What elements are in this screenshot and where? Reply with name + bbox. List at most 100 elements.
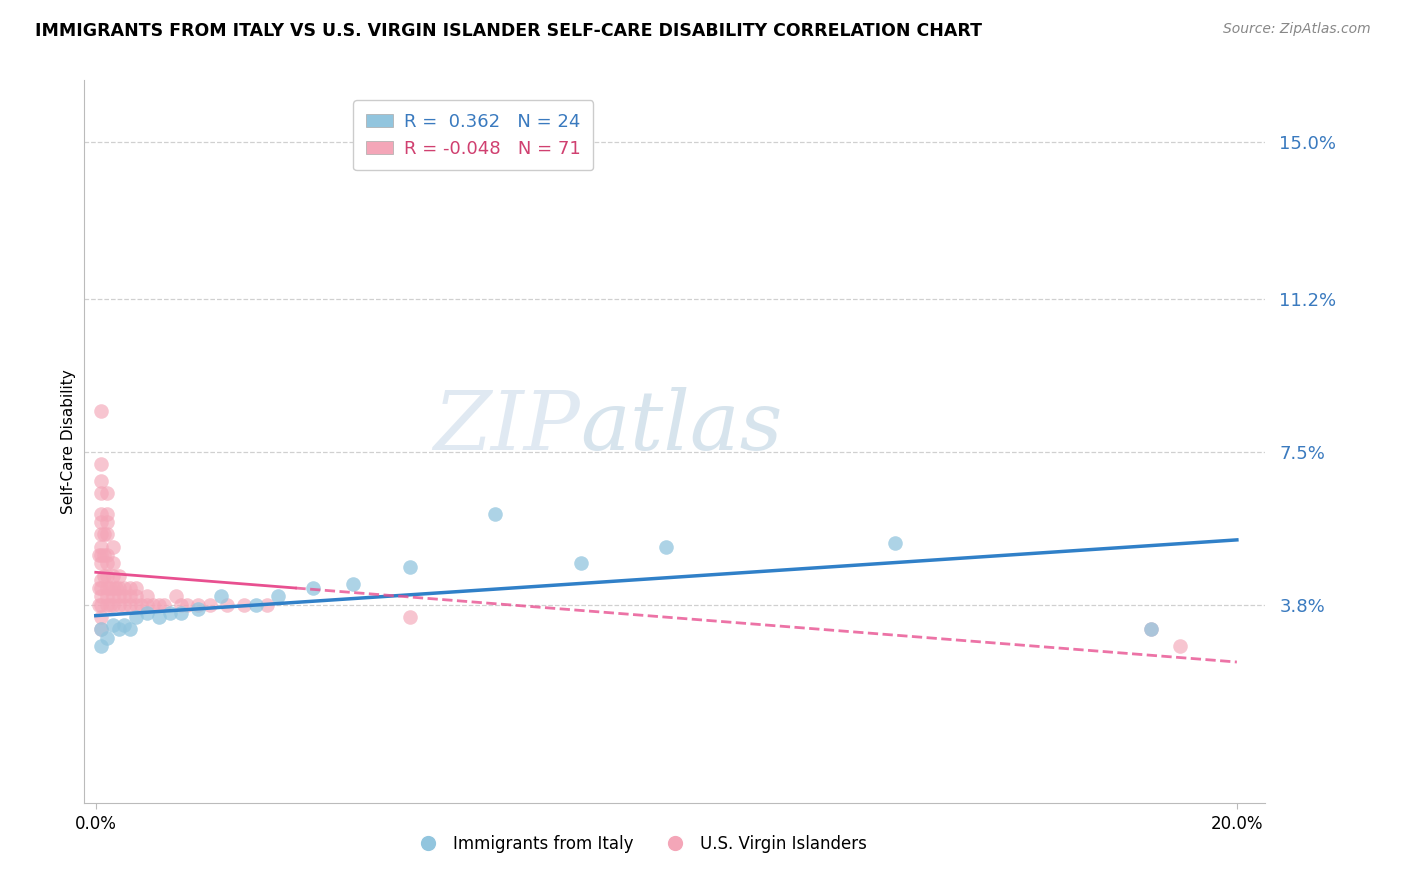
Point [342, 577, 364, 591]
Point [215, 598, 238, 612]
Point [104, 581, 127, 595]
Point [187, 601, 209, 615]
Point [96, 486, 118, 500]
Point [96, 515, 118, 529]
Point [90, 610, 112, 624]
Point [101, 540, 124, 554]
Point [125, 598, 148, 612]
Point [112, 618, 135, 632]
Point [90, 581, 112, 595]
Point [159, 606, 181, 620]
Point [90, 540, 112, 554]
Point [90, 623, 112, 637]
Point [96, 598, 118, 612]
Point [883, 535, 905, 549]
Point [90, 474, 112, 488]
Point [98, 581, 121, 595]
Point [96, 548, 118, 562]
Point [136, 590, 159, 604]
Point [245, 598, 267, 612]
Point [96, 581, 118, 595]
Point [90, 527, 112, 541]
Point [90, 598, 112, 612]
Legend: Immigrants from Italy, U.S. Virgin Islanders: Immigrants from Italy, U.S. Virgin Islan… [405, 828, 875, 860]
Point [170, 598, 193, 612]
Point [90, 557, 112, 571]
Point [90, 639, 112, 653]
Point [96, 568, 118, 582]
Point [187, 598, 209, 612]
Point [90, 623, 112, 637]
Point [90, 403, 112, 417]
Text: Source: ZipAtlas.com: Source: ZipAtlas.com [1223, 22, 1371, 37]
Point [96, 557, 118, 571]
Point [87, 581, 110, 595]
Point [148, 610, 170, 624]
Point [233, 598, 256, 612]
Point [165, 590, 187, 604]
Point [101, 581, 124, 595]
Text: IMMIGRANTS FROM ITALY VS U.S. VIRGIN ISLANDER SELF-CARE DISABILITY CORRELATION C: IMMIGRANTS FROM ITALY VS U.S. VIRGIN ISL… [35, 22, 983, 40]
Point [125, 581, 148, 595]
Point [93, 527, 115, 541]
Point [112, 581, 135, 595]
Point [118, 623, 141, 637]
Point [118, 590, 141, 604]
Text: atlas: atlas [581, 387, 783, 467]
Point [1140, 623, 1163, 637]
Point [569, 557, 592, 571]
Point [93, 548, 115, 562]
Point [101, 557, 124, 571]
Point [125, 590, 148, 604]
Point [136, 598, 159, 612]
Point [148, 598, 170, 612]
Point [209, 590, 232, 604]
Point [96, 527, 118, 541]
Point [101, 568, 124, 582]
Point [112, 598, 135, 612]
Point [101, 598, 124, 612]
Point [267, 590, 290, 604]
Point [90, 457, 112, 471]
Point [90, 486, 112, 500]
Point [256, 598, 278, 612]
Point [136, 606, 159, 620]
Point [170, 606, 193, 620]
Point [131, 598, 153, 612]
Point [107, 581, 129, 595]
Point [87, 548, 110, 562]
Point [90, 573, 112, 587]
Point [101, 618, 124, 632]
Text: ZIP: ZIP [433, 387, 581, 467]
Point [198, 598, 221, 612]
Point [142, 598, 165, 612]
Point [87, 598, 110, 612]
Y-axis label: Self-Care Disability: Self-Care Disability [60, 369, 76, 514]
Point [176, 598, 198, 612]
Point [90, 507, 112, 521]
Point [153, 598, 176, 612]
Point [96, 507, 118, 521]
Point [101, 590, 124, 604]
Point [96, 590, 118, 604]
Point [125, 610, 148, 624]
Point [301, 581, 323, 595]
Point [398, 610, 420, 624]
Point [107, 598, 129, 612]
Point [107, 568, 129, 582]
Point [96, 631, 118, 645]
Point [484, 507, 506, 521]
Point [98, 598, 121, 612]
Point [118, 598, 141, 612]
Point [107, 590, 129, 604]
Point [90, 548, 112, 562]
Point [112, 590, 135, 604]
Point [107, 623, 129, 637]
Point [118, 581, 141, 595]
Point [655, 540, 678, 554]
Point [1168, 639, 1191, 653]
Point [90, 590, 112, 604]
Point [90, 515, 112, 529]
Point [398, 560, 420, 574]
Point [93, 568, 115, 582]
